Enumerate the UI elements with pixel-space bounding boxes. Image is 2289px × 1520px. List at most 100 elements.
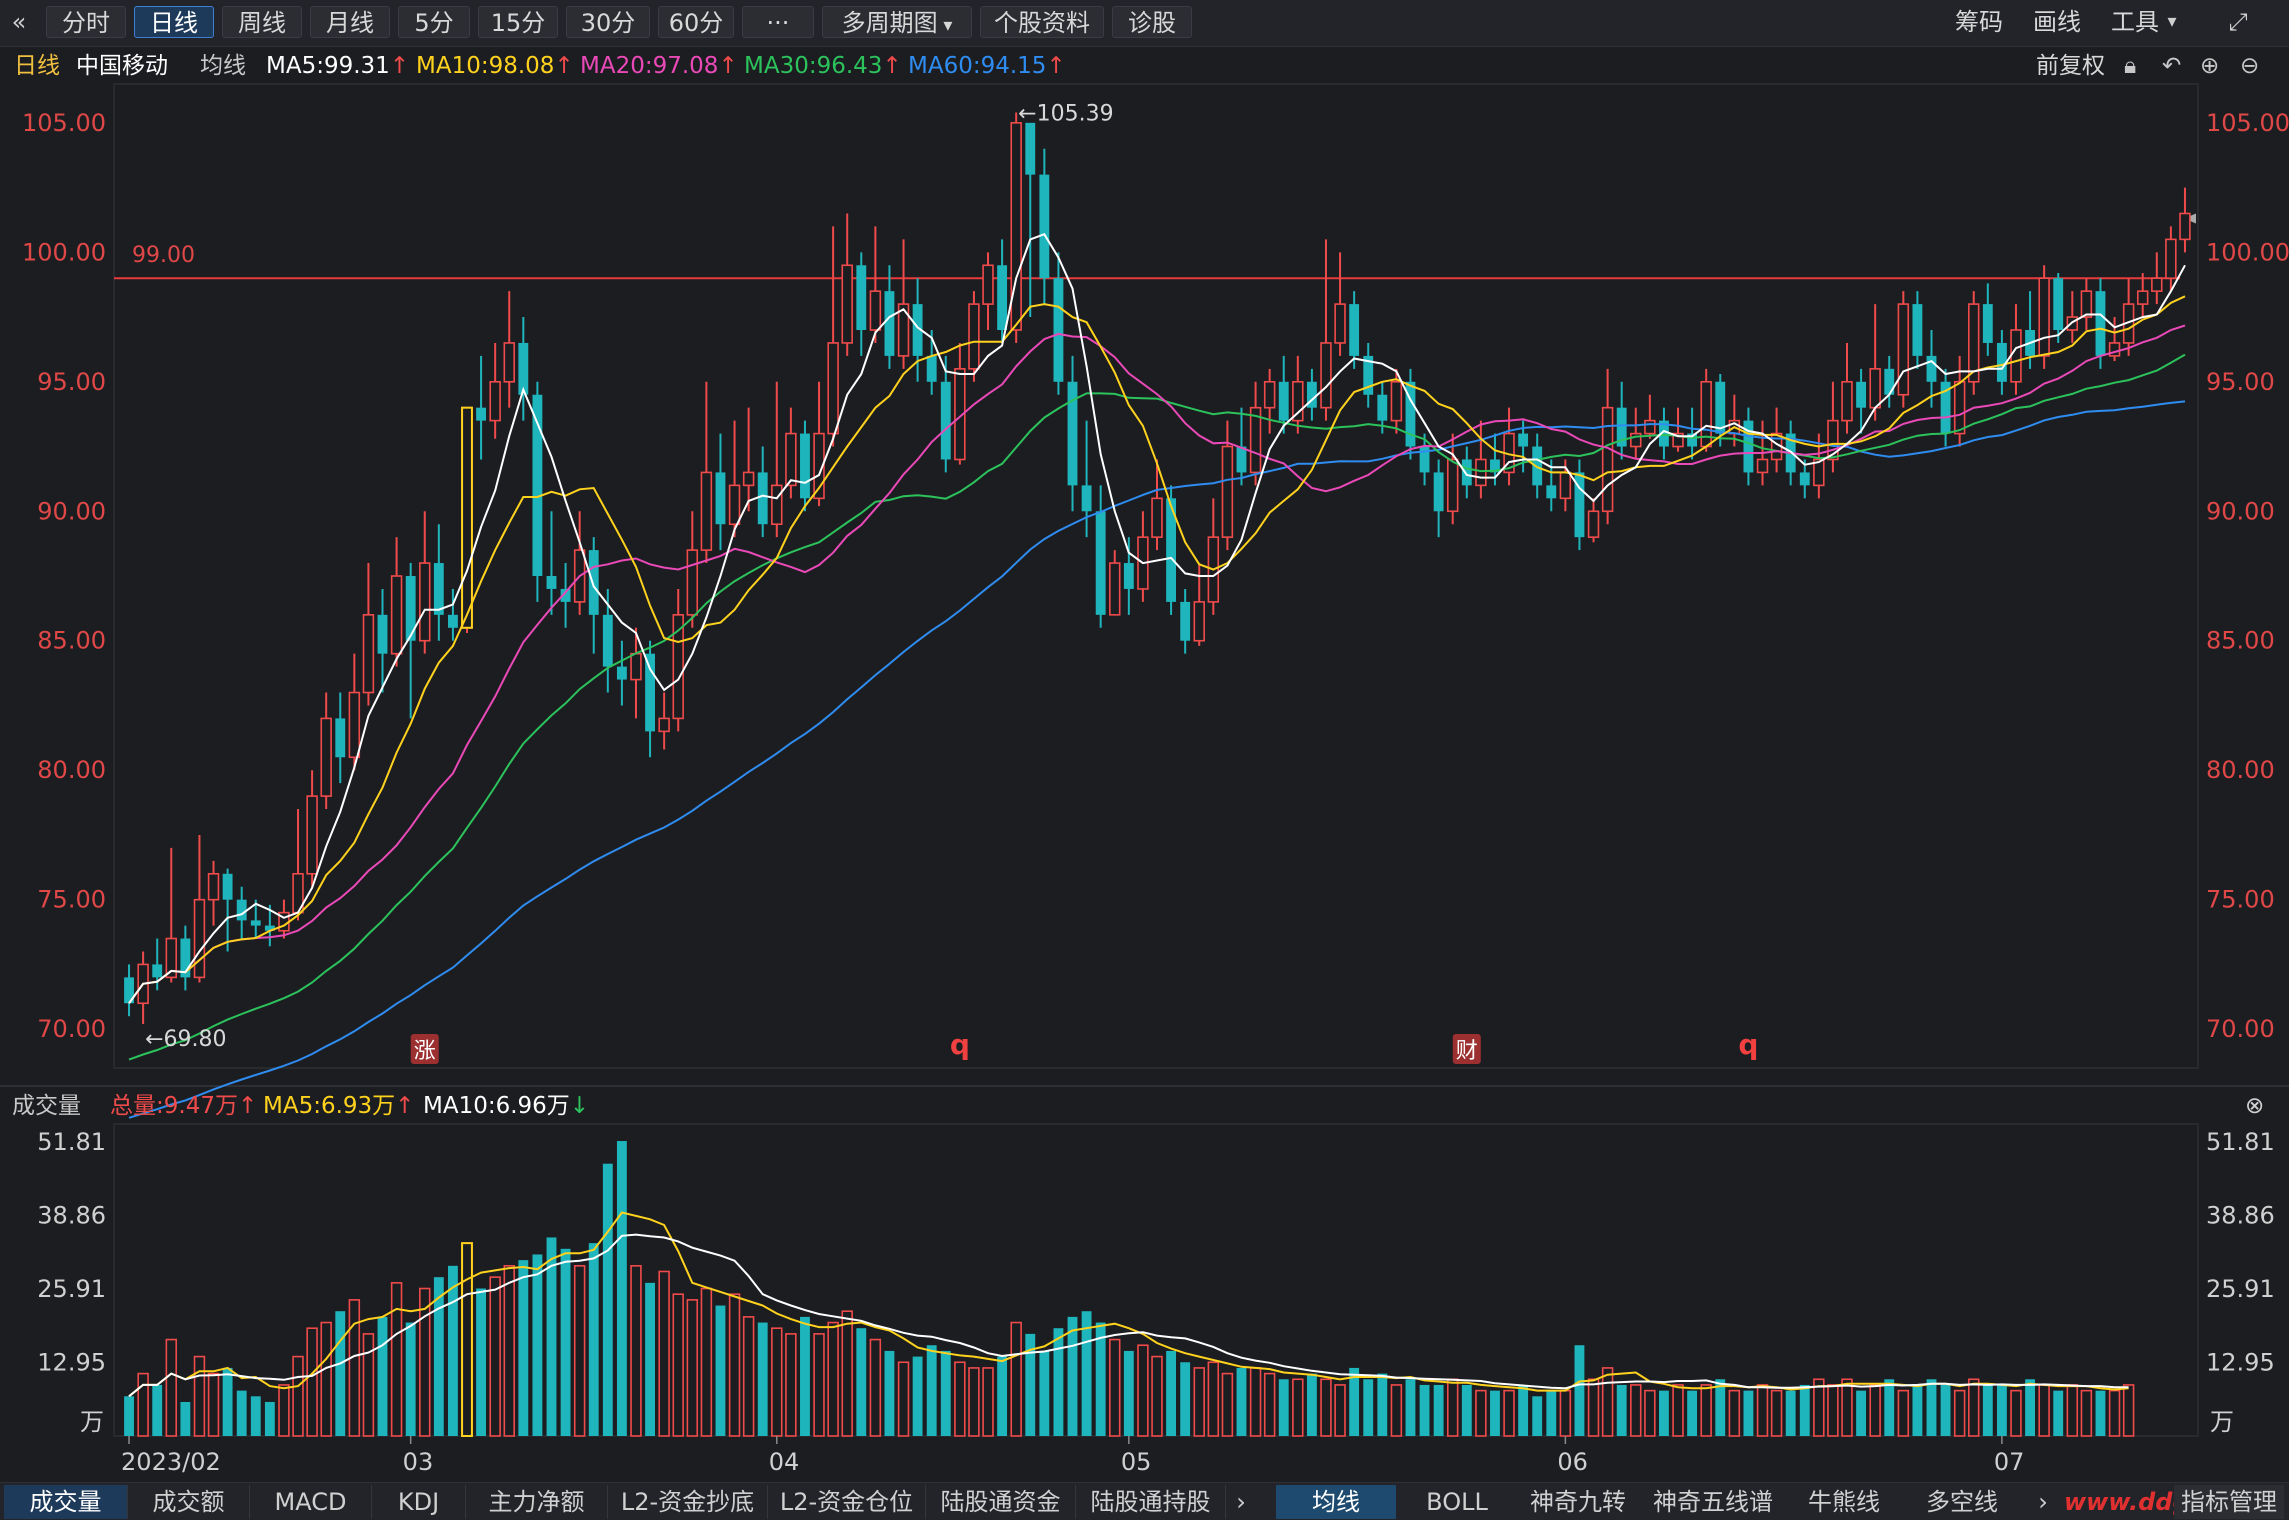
volume-bar	[1813, 1378, 1825, 1437]
volume-bar	[1587, 1378, 1600, 1437]
tab-5min[interactable]: 5分	[398, 6, 470, 38]
close-icon[interactable]: ⊗	[2245, 1093, 2265, 1119]
price-tick-right: 100.00	[2206, 238, 2289, 266]
candle-body	[1166, 498, 1177, 602]
tab-diagnose[interactable]: 诊股	[1112, 6, 1192, 38]
indicator-tab-4[interactable]: 主力净额	[466, 1485, 608, 1519]
volume-bar	[785, 1333, 797, 1437]
candle-body	[728, 484, 741, 526]
stock-name[interactable]: 中国移动	[76, 53, 168, 79]
tab-15min[interactable]: 15分	[478, 6, 558, 38]
overlay-tab-3[interactable]: 神奇五线谱	[1653, 1488, 1773, 1516]
candle-body	[362, 614, 375, 694]
volume-bar	[1728, 1389, 1741, 1437]
zoom-out-icon[interactable]: ⊖	[2240, 53, 2260, 79]
candle-body	[1292, 380, 1304, 422]
indicator-tab-3[interactable]: KDJ	[372, 1485, 466, 1519]
volume-bar	[2025, 1379, 2035, 1436]
volume-bar	[997, 1356, 1008, 1436]
candle-body	[1897, 303, 1910, 396]
tools-button[interactable]: 工具	[2111, 8, 2159, 36]
kline-chart[interactable]: 105.00 105.00 100.00 100.00 95.00 95.00 90.00 9…	[0, 46, 2289, 1482]
lock-icon[interactable]: 🔒︎	[2124, 53, 2137, 79]
candle-body	[771, 484, 783, 526]
candle-body	[700, 471, 713, 551]
candle-body	[1095, 511, 1106, 615]
ma60-text: MA60:94.15	[908, 53, 1047, 79]
volume-bar	[278, 1384, 290, 1437]
candle-body	[250, 920, 261, 926]
candle-body	[1193, 601, 1205, 642]
candle-body	[1743, 420, 1754, 473]
up-arrow-icon: ↑	[554, 53, 574, 79]
candle-body	[2053, 278, 2064, 330]
volume-bar	[1095, 1322, 1106, 1436]
indicator-manage-button[interactable]: 指标管理	[2174, 1485, 2284, 1519]
volume-bar	[1574, 1345, 1585, 1436]
tab-multi-period[interactable]: 多周期图 ▾	[822, 6, 972, 38]
tab-stock-info[interactable]: 个股资料	[980, 6, 1104, 38]
tab-intraday[interactable]: 分时	[46, 6, 126, 38]
candle-body	[1799, 472, 1810, 486]
volume-tick-left: 51.81	[37, 1128, 106, 1156]
collapse-icon[interactable]: «	[11, 8, 27, 36]
chevron-down-icon[interactable]: ▾	[2167, 11, 2177, 32]
fullscreen-icon[interactable]: ⤢	[2228, 8, 2248, 36]
volume-bars	[124, 1141, 2135, 1437]
candle-body	[560, 588, 571, 602]
zoom-in-icon[interactable]: ⊕	[2200, 53, 2220, 79]
candle-body	[940, 381, 951, 460]
indicator-tab-0[interactable]: 成交量	[4, 1485, 128, 1519]
watermark: www.ddgp	[2064, 1488, 2207, 1516]
tab-daily[interactable]: 日线	[134, 6, 214, 38]
volume-bar	[2095, 1390, 2106, 1436]
volume-bar	[1010, 1321, 1022, 1437]
volume-bar	[152, 1384, 163, 1436]
overlay-tab-2[interactable]: 神奇九转	[1530, 1488, 1626, 1516]
candle-body	[630, 652, 642, 681]
tab-30min[interactable]: 30分	[566, 6, 650, 38]
candle-body	[1841, 380, 1853, 422]
overlay-tab-5[interactable]: 多空线	[1926, 1488, 1998, 1516]
volume-bar	[1025, 1333, 1036, 1436]
volume-bar	[1405, 1379, 1416, 1436]
overlay-tab-1[interactable]: BOLL	[1426, 1488, 1488, 1516]
indicator-tab-8[interactable]: 陆股通持股	[1076, 1485, 1226, 1519]
volume-bar	[2108, 1389, 2121, 1437]
candle-body	[1884, 368, 1895, 395]
high-label: ←105.39	[1018, 101, 1113, 126]
overlay-tab-4[interactable]: 牛熊线	[1808, 1488, 1880, 1516]
candle-body	[264, 925, 275, 931]
adjust-button[interactable]: 前复权	[2036, 53, 2105, 79]
tab-60min[interactable]: 60分	[658, 6, 734, 38]
ma-label[interactable]: 均线	[200, 53, 246, 79]
candle-body	[405, 576, 416, 641]
indicator-tab-1[interactable]: 成交额	[128, 1485, 250, 1519]
volume-bar	[1446, 1378, 1459, 1437]
volume-bar	[1349, 1367, 1360, 1436]
candle-body	[1419, 446, 1430, 473]
tab-more[interactable]: ···	[742, 6, 814, 38]
ma10-text: MA10:98.08	[416, 53, 555, 79]
indicator-tab-7[interactable]: 陆股通资金	[926, 1485, 1076, 1519]
draw-button[interactable]: 画线	[2033, 8, 2081, 36]
candles-group	[124, 112, 2191, 1024]
candle-body	[742, 471, 755, 487]
more-tabs-icon[interactable]: ›	[1236, 1488, 1246, 1516]
candle-body	[1756, 458, 1769, 474]
undo-icon[interactable]: ↶	[2162, 53, 2182, 79]
tab-monthly[interactable]: 月线	[310, 6, 390, 38]
candle-body	[1236, 446, 1247, 473]
indicator-tab-bar: 成交量 成交额 MACD KDJ 主力净额 L2-资金抄底 L2-资金仓位 陆股通资金 陆股通持…	[0, 1482, 2289, 1520]
overlay-tab-0[interactable]: 均线	[1276, 1485, 1396, 1519]
volume-bar	[1532, 1396, 1543, 1436]
indicator-tab-6[interactable]: L2-资金仓位	[768, 1485, 926, 1519]
volume-bar	[1743, 1390, 1754, 1436]
volume-bar	[180, 1401, 191, 1436]
chip-button[interactable]: 筹码	[1955, 8, 2003, 36]
tab-weekly[interactable]: 周线	[222, 6, 302, 38]
indicator-tab-5[interactable]: L2-资金抄底	[608, 1485, 768, 1519]
indicator-tab-2[interactable]: MACD	[250, 1485, 372, 1519]
volume-bar	[841, 1310, 853, 1437]
more-right-icon[interactable]: ›	[2038, 1488, 2048, 1516]
